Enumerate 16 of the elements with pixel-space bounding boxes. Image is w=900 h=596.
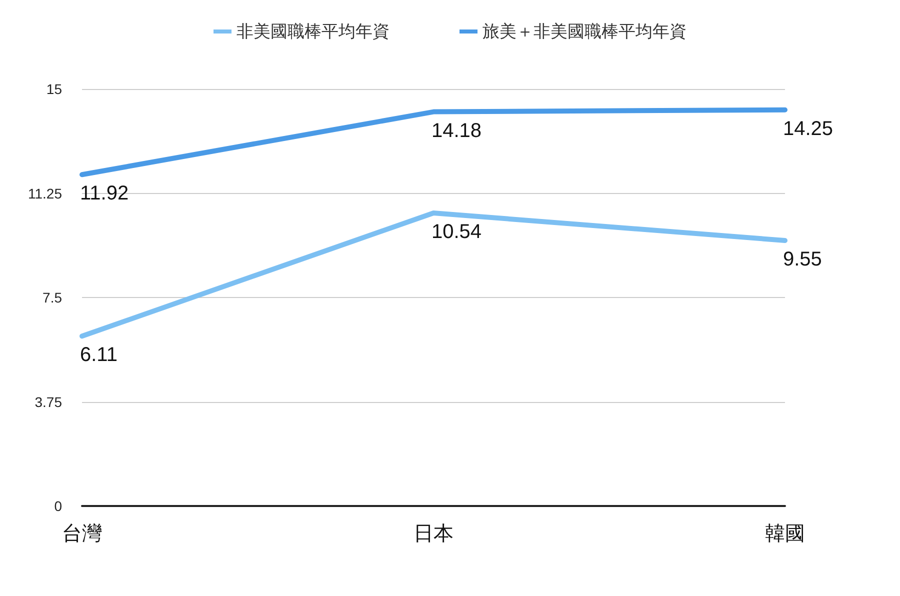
y-tick-label: 3.75 [34,394,62,410]
x-tick-label: 韓國 [765,523,805,545]
data-label: 6.11 [80,344,118,366]
legend-label: 旅美＋非美國職棒平均年資 [482,22,686,41]
y-tick-label: 0 [54,498,62,514]
data-label: 11.92 [80,182,129,205]
data-label: 14.18 [432,120,482,142]
y-tick-label: 7.5 [42,290,62,306]
legend-label: 非美國職棒平均年資 [236,22,390,41]
data-label: 14.25 [783,118,834,140]
data-label: 10.54 [432,220,482,243]
y-tick-label: 15 [46,81,62,97]
x-tick-label: 台灣 [62,523,102,545]
y-tick-label: 11.25 [28,185,62,202]
x-tick-label: 日本 [414,523,454,545]
data-label: 9.55 [783,248,822,271]
